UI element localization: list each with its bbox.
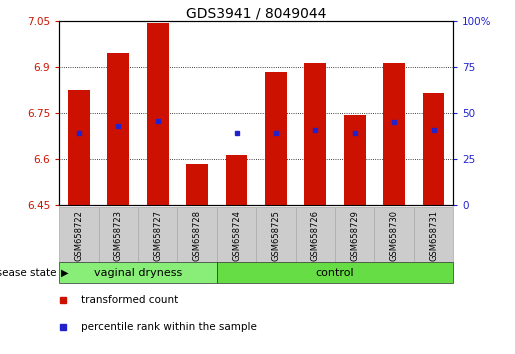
Text: GSM658729: GSM658729 — [350, 210, 359, 261]
Bar — [374, 207, 414, 262]
Bar — [344, 115, 366, 205]
Text: GSM658726: GSM658726 — [311, 210, 320, 261]
Bar — [304, 63, 326, 205]
Text: GSM658728: GSM658728 — [193, 210, 201, 261]
Bar — [383, 63, 405, 205]
Bar — [68, 90, 90, 205]
Text: ▶: ▶ — [61, 268, 69, 278]
Text: disease state: disease state — [0, 268, 57, 278]
Bar — [335, 207, 374, 262]
Bar — [99, 207, 138, 262]
Text: GSM658723: GSM658723 — [114, 210, 123, 261]
Bar — [177, 207, 217, 262]
Text: control: control — [316, 268, 354, 278]
Bar — [59, 207, 99, 262]
Bar — [59, 262, 217, 283]
Bar — [138, 207, 177, 262]
Bar — [265, 72, 287, 205]
Bar — [226, 155, 247, 205]
Title: GDS3941 / 8049044: GDS3941 / 8049044 — [186, 6, 327, 20]
Bar — [414, 207, 453, 262]
Text: transformed count: transformed count — [81, 295, 178, 305]
Text: GSM658727: GSM658727 — [153, 210, 162, 261]
Bar — [217, 262, 453, 283]
Text: vaginal dryness: vaginal dryness — [94, 268, 182, 278]
Text: GSM658730: GSM658730 — [390, 210, 399, 261]
Bar — [108, 53, 129, 205]
Bar — [217, 207, 256, 262]
Text: percentile rank within the sample: percentile rank within the sample — [81, 321, 257, 332]
Text: GSM658724: GSM658724 — [232, 210, 241, 261]
Text: GSM658731: GSM658731 — [429, 210, 438, 261]
Bar — [186, 164, 208, 205]
Bar — [423, 93, 444, 205]
Bar — [256, 207, 296, 262]
Text: GSM658725: GSM658725 — [271, 210, 280, 261]
Text: GSM658722: GSM658722 — [75, 210, 83, 261]
Bar — [147, 23, 168, 205]
Bar — [296, 207, 335, 262]
